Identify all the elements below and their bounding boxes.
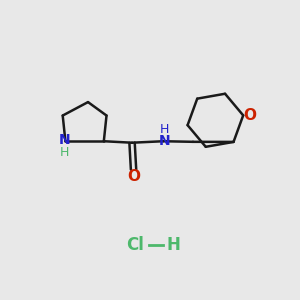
- Text: Cl: Cl: [126, 236, 144, 254]
- Text: H: H: [160, 123, 170, 136]
- Text: N: N: [159, 134, 171, 148]
- Text: N: N: [59, 133, 70, 147]
- Text: O: O: [127, 169, 140, 184]
- Text: O: O: [243, 108, 256, 123]
- Text: H: H: [167, 236, 181, 254]
- Text: H: H: [60, 146, 70, 159]
